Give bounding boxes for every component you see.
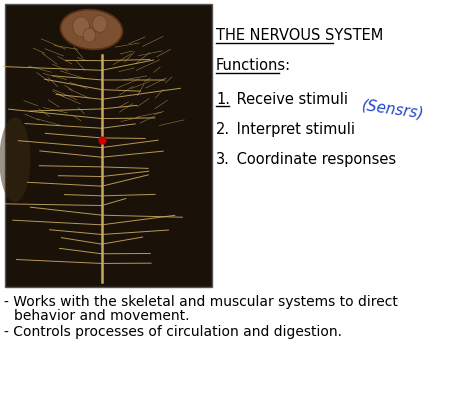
Text: behavior and movement.: behavior and movement. <box>14 309 189 323</box>
Text: 2.: 2. <box>216 122 230 137</box>
Ellipse shape <box>73 17 90 37</box>
Text: - Controls processes of circulation and digestion.: - Controls processes of circulation and … <box>4 325 342 339</box>
Ellipse shape <box>93 15 107 32</box>
Ellipse shape <box>0 117 31 202</box>
Text: Functions:: Functions: <box>216 58 291 73</box>
Text: Coordinate responses: Coordinate responses <box>232 152 396 167</box>
Ellipse shape <box>60 10 122 49</box>
Bar <box>4 4 211 287</box>
Text: 1.: 1. <box>216 92 230 107</box>
Text: - Works with the skeletal and muscular systems to direct: - Works with the skeletal and muscular s… <box>4 295 398 309</box>
Text: 3.: 3. <box>216 152 230 167</box>
Ellipse shape <box>83 28 95 42</box>
Text: Receive stimuli: Receive stimuli <box>232 92 348 107</box>
Text: Interpret stimuli: Interpret stimuli <box>232 122 355 137</box>
Text: THE NERVOUS SYSTEM: THE NERVOUS SYSTEM <box>216 28 383 43</box>
Text: (Sensrs): (Sensrs) <box>361 98 425 122</box>
